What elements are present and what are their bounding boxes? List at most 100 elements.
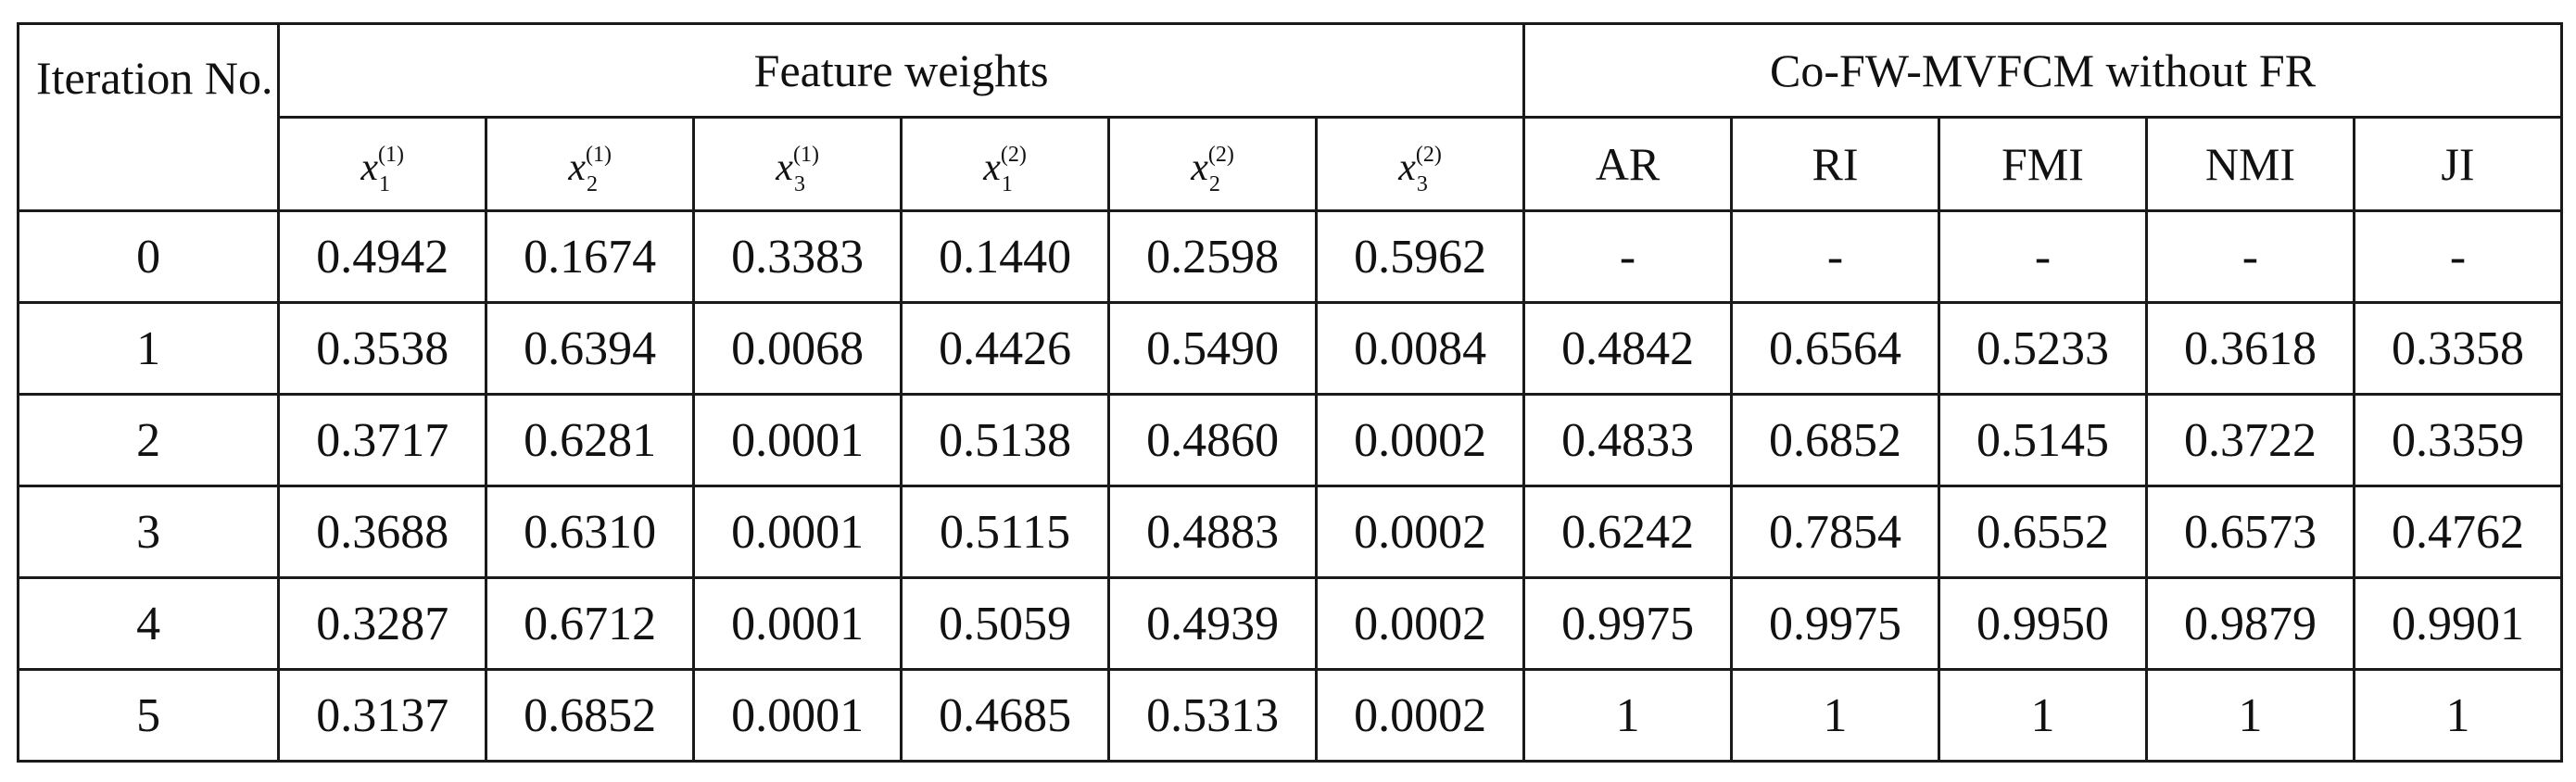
- feature-column-header: x3(1): [692, 116, 903, 212]
- metric-value-cell: 0.5233: [1938, 301, 2148, 396]
- feature-weight-cell: 0.0002: [1315, 576, 1526, 671]
- metric-value-cell: 1: [1938, 668, 2148, 763]
- feature-variable-label: x1(2): [983, 143, 1027, 196]
- feature-weight-cell: 0.0002: [1315, 485, 1526, 579]
- feature-variable-label: x1(1): [360, 143, 404, 196]
- feature-weight-cell: 0.6281: [485, 393, 696, 487]
- feature-weight-cell: 0.5490: [1107, 301, 1319, 396]
- feature-column-header: x3(2): [1315, 116, 1526, 212]
- metric-value-cell: 0.9950: [1938, 576, 2148, 671]
- feature-weight-cell: 0.5313: [1107, 668, 1319, 763]
- feature-column-header: x1(2): [900, 116, 1111, 212]
- feature-weight-cell: 0.5059: [900, 576, 1111, 671]
- feature-variable-label: x2(1): [568, 143, 612, 196]
- metric-column-header: NMI: [2144, 116, 2355, 212]
- iteration-cell: 4: [16, 576, 281, 671]
- iteration-cell: 5: [16, 668, 281, 763]
- feature-weight-cell: 0.3717: [277, 393, 488, 487]
- group-header-row: Iteration No. Feature weights Co-FW-MVFC…: [16, 22, 2563, 212]
- feature-weight-cell: 0.6394: [485, 301, 696, 396]
- metric-value-cell: -: [2352, 209, 2564, 304]
- table-row: 4 0.3287 0.6712 0.0001 0.5059 0.4939 0.0002 0.9…: [16, 576, 2564, 671]
- feature-weight-cell: 0.0002: [1315, 668, 1526, 763]
- metrics-group-header: Co-FW-MVFCM without FR: [1522, 22, 2563, 119]
- metric-value-cell: 0.4762: [2352, 485, 2564, 579]
- feature-weight-cell: 0.5962: [1315, 209, 1526, 304]
- feature-weight-cell: 0.6712: [485, 576, 696, 671]
- metric-value-cell: 0.9879: [2144, 576, 2355, 671]
- table-header: Iteration No. Feature weights Co-FW-MVFC…: [16, 22, 2564, 212]
- iteration-cell: 0: [16, 209, 281, 304]
- feature-weight-cell: 0.4426: [900, 301, 1111, 396]
- feature-weight-cell: 0.0001: [692, 393, 903, 487]
- feature-column-header: x1(1): [277, 116, 488, 212]
- feature-weight-cell: 0.3383: [692, 209, 903, 304]
- metric-value-cell: 1: [2144, 668, 2355, 763]
- metric-value-cell: 0.6573: [2144, 485, 2355, 579]
- feature-weights-table: Iteration No. Feature weights Co-FW-MVFC…: [16, 22, 2564, 763]
- feature-weight-cell: 0.5115: [900, 485, 1111, 579]
- feature-weight-cell: 0.0001: [692, 576, 903, 671]
- feature-weight-cell: 0.1674: [485, 209, 696, 304]
- metric-column-header: RI: [1730, 116, 1941, 212]
- feature-variable-label: x2(2): [1191, 143, 1234, 196]
- metric-value-cell: 0.3722: [2144, 393, 2355, 487]
- metric-value-cell: 0.5145: [1938, 393, 2148, 487]
- metric-column-header: AR: [1522, 116, 1734, 212]
- metric-value-cell: 0.9975: [1730, 576, 1941, 671]
- feature-weight-cell: 0.6310: [485, 485, 696, 579]
- feature-weight-cell: 0.3688: [277, 485, 488, 579]
- feature-weight-cell: 0.4685: [900, 668, 1111, 763]
- metric-value-cell: 0.3618: [2144, 301, 2355, 396]
- iteration-column-header: Iteration No.: [16, 22, 281, 212]
- feature-weight-cell: 0.4939: [1107, 576, 1319, 671]
- feature-weight-cell: 0.6852: [485, 668, 696, 763]
- table-row: 1 0.3538 0.6394 0.0068 0.4426 0.5490 0.0084 0.4…: [16, 301, 2564, 396]
- feature-variable-label: x3(1): [776, 143, 819, 196]
- table-row: 0 0.4942 0.1674 0.3383 0.1440 0.2598 0.5962- - -…: [16, 209, 2564, 304]
- feature-column-header: x2(1): [485, 116, 696, 212]
- metric-value-cell: 1: [1522, 668, 1734, 763]
- table-row: 5 0.3137 0.6852 0.0001 0.4685 0.5313 0.0002 1 1 1…: [16, 668, 2564, 763]
- feature-weight-cell: 0.2598: [1107, 209, 1319, 304]
- feature-weight-cell: 0.0001: [692, 485, 903, 579]
- feature-variable-label: x3(2): [1398, 143, 1442, 196]
- metric-value-cell: 0.6852: [1730, 393, 1941, 487]
- iteration-cell: 2: [16, 393, 281, 487]
- sub-header-row: x1(1) x2(1) x3(1) x1(2) x2(2) x3(2) AR RI FMI NMI…: [19, 116, 2564, 212]
- table-row: 2 0.3717 0.6281 0.0001 0.5138 0.4860 0.0002 0.4…: [16, 393, 2564, 487]
- metric-value-cell: 0.6552: [1938, 485, 2148, 579]
- metric-value-cell: 0.3358: [2352, 301, 2564, 396]
- metric-value-cell: -: [1522, 209, 1734, 304]
- metric-value-cell: 0.7854: [1730, 485, 1941, 579]
- feature-weight-cell: 0.0002: [1315, 393, 1526, 487]
- feature-column-header: x2(2): [1107, 116, 1319, 212]
- feature-weight-cell: 0.3137: [277, 668, 488, 763]
- feature-weight-cell: 0.3538: [277, 301, 488, 396]
- metric-value-cell: 0.4833: [1522, 393, 1734, 487]
- feature-weight-cell: 0.1440: [900, 209, 1111, 304]
- iteration-cell: 3: [16, 485, 281, 579]
- feature-weight-cell: 0.4883: [1107, 485, 1319, 579]
- feature-weight-cell: 0.0001: [692, 668, 903, 763]
- metric-value-cell: 1: [2352, 668, 2564, 763]
- feature-weight-cell: 0.4942: [277, 209, 488, 304]
- feature-weight-cell: 0.3287: [277, 576, 488, 671]
- metric-value-cell: -: [1938, 209, 2148, 304]
- metric-value-cell: 0.9975: [1522, 576, 1734, 671]
- feature-weight-cell: 0.5138: [900, 393, 1111, 487]
- iteration-cell: 1: [16, 301, 281, 396]
- metric-value-cell: -: [1730, 209, 1941, 304]
- metric-value-cell: 0.6564: [1730, 301, 1941, 396]
- metric-column-header: FMI: [1938, 116, 2148, 212]
- feature-weight-cell: 0.0068: [692, 301, 903, 396]
- metric-value-cell: 0.9901: [2352, 576, 2564, 671]
- metric-column-header: JI: [2352, 116, 2564, 212]
- metric-value-cell: 1: [1730, 668, 1941, 763]
- feature-weight-cell: 0.0084: [1315, 301, 1526, 396]
- metric-value-cell: 0.3359: [2352, 393, 2564, 487]
- metric-value-cell: 0.4842: [1522, 301, 1734, 396]
- metric-value-cell: 0.6242: [1522, 485, 1734, 579]
- metric-value-cell: -: [2144, 209, 2355, 304]
